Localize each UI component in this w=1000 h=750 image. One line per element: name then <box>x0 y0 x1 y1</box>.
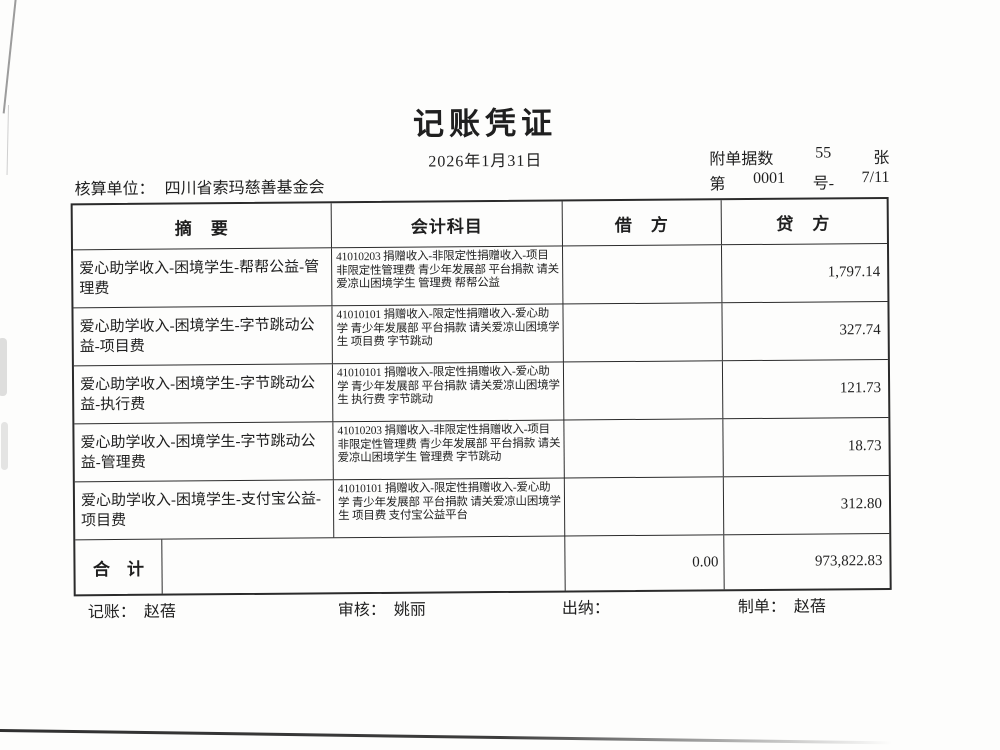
row-summary: 爱心助学收入-困境学生-字节跳动公益-执行费 <box>80 374 316 413</box>
scan-smudge <box>0 338 7 396</box>
row-credit: 121.73 <box>721 359 887 419</box>
table-row: 爱心助学收入-困境学生-字节跳动公益-管理费 41010203 捐赠收入-非限定… <box>74 416 889 482</box>
row-debit <box>563 419 723 478</box>
row-summary: 爱心助学收入-困境学生-字节跳动公益-管理费 <box>80 432 316 471</box>
bookkeeper-signature: 记账： 赵蓓 <box>88 598 176 623</box>
row-summary: 爱心助学收入-困境学生-字节跳动公益-项目费 <box>79 316 315 355</box>
bookkeeper-name: 赵蓓 <box>143 603 176 621</box>
table-row: 爱心助学收入-困境学生-帮帮公益-管理费 41010203 捐赠收入-非限定性捐… <box>72 242 888 308</box>
row-account: 41010203 捐赠收入-非限定性捐赠收入-项目非限定性管理费 青少年发展部 … <box>330 246 563 306</box>
header-summary: 摘 要 <box>174 218 229 239</box>
header-account: 会计科目 <box>330 201 562 248</box>
row-account: 41010101 捐赠收入-限定性捐赠收入-爱心助学 青少年发展部 平台捐款 请… <box>331 304 563 364</box>
row-debit <box>562 361 723 420</box>
scan-smudge <box>1 422 8 470</box>
row-summary: 爱心助学收入-困境学生-支付宝公益-项目费 <box>80 490 322 529</box>
attachment-count: 55 <box>815 144 832 162</box>
bookkeeper-label: 记账： <box>87 603 136 622</box>
table-header-row: 摘 要 会计科目 借 方 贷 方 <box>73 198 887 249</box>
header-debit: 借 方 <box>561 200 721 246</box>
page-indicator: 7/11 <box>861 168 890 187</box>
row-credit: 1,797.14 <box>720 243 886 303</box>
total-label: 合 计 <box>92 559 145 579</box>
number-prefix: 第 <box>709 176 726 194</box>
auditor-signature: 审核： 姚丽 <box>338 596 426 621</box>
row-debit <box>563 477 724 536</box>
cashier-label: 出纳： <box>561 600 610 618</box>
unit-label: 核算单位： <box>74 180 155 199</box>
total-spacer <box>161 536 565 594</box>
number-suffix: 号- <box>812 175 835 193</box>
table-row: 爱心助学收入-困境学生-支付宝公益-项目费 41010101 捐赠收入-限定性捐… <box>74 474 890 540</box>
voucher-table: 摘 要 会计科目 借 方 贷 方 爱心助学收入-困境学生-帮帮公益-管理费 41… <box>70 196 892 597</box>
row-credit: 312.80 <box>722 475 888 535</box>
table-row: 爱心助学收入-困境学生-字节跳动公益-执行费 41010101 捐赠收入-限定性… <box>73 358 889 424</box>
header-credit: 贷 方 <box>720 198 885 245</box>
auditor-label: 审核： <box>337 601 386 620</box>
unit-name: 四川省索玛慈善基金会 <box>164 179 325 198</box>
voucher-title: 记账凭证 <box>412 105 558 142</box>
cashier-signature: 出纳： <box>562 594 618 618</box>
attachment-count-line: 附单据数 55 张 <box>709 144 889 169</box>
preparer-name: 赵蓓 <box>793 598 826 616</box>
voucher-number-line: 第 0001 号- 7/11 <box>709 169 889 194</box>
row-account: 41010101 捐赠收入-限定性捐赠收入-爱心助学 青少年发展部 平台捐款 请… <box>332 478 565 538</box>
row-summary: 爱心助学收入-困境学生-帮帮公益-管理费 <box>79 258 320 297</box>
auditor-name: 姚丽 <box>393 601 426 619</box>
row-account: 41010203 捐赠收入-非限定性捐赠收入-项目非限定性管理费 青少年发展部 … <box>332 420 564 480</box>
row-credit: 327.74 <box>721 301 886 361</box>
preparer-signature: 制单： 赵蓓 <box>738 592 826 617</box>
table-total-row: 合 计 0.00 973,822.83 <box>75 532 890 595</box>
row-debit <box>561 245 722 304</box>
accounting-unit-line: 核算单位： 四川省索玛慈善基金会 <box>74 173 324 199</box>
attachment-label: 附单据数 <box>709 150 774 169</box>
total-credit: 973,822.83 <box>723 533 888 590</box>
table-row: 爱心助学收入-困境学生-字节跳动公益-项目费 41010101 捐赠收入-限定性… <box>73 300 888 366</box>
voucher-number: 0001 <box>753 169 786 188</box>
total-debit: 0.00 <box>564 535 724 591</box>
row-credit: 18.73 <box>722 417 887 477</box>
row-debit <box>562 303 722 362</box>
row-account: 41010101 捐赠收入-限定性捐赠收入-爱心助学 青少年发展部 平台捐款 请… <box>331 362 564 422</box>
attachment-unit: 张 <box>873 149 890 168</box>
preparer-label: 制单： <box>737 598 786 617</box>
